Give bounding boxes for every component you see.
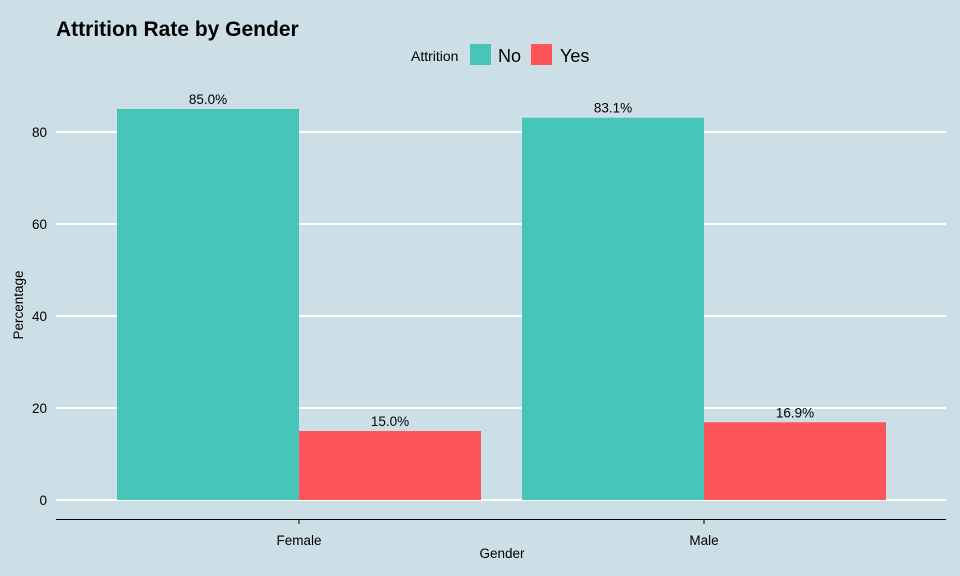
bars [117,109,886,501]
data-label-male-no: 83.1% [594,101,632,116]
y-tick-label-40: 40 [32,309,47,324]
x-tick-label-male: Male [689,533,718,548]
bar-female-yes [299,431,481,500]
x-axis-title: Gender [479,546,525,561]
y-tick-label-60: 60 [32,217,47,232]
y-axis-title: Percentage [11,270,26,339]
legend-label-yes: Yes [560,46,589,66]
data-label-female-yes: 15.0% [371,414,409,429]
legend-swatch-yes [531,44,552,65]
legend-label-no: No [498,46,521,66]
y-tick-label-0: 0 [39,493,47,508]
data-label-male-yes: 16.9% [776,405,814,420]
bar-male-no [522,117,704,501]
chart-title: Attrition Rate by Gender [56,18,299,41]
x-tick-label-female: Female [276,533,321,548]
data-labels: 85.0% 15.0% 83.1% 16.9% [189,92,814,429]
legend-title: Attrition [411,48,458,64]
bar-female-no [117,109,299,500]
bar-male-yes [704,422,886,500]
y-axis-tick-labels: 0 20 40 60 80 [32,125,47,508]
y-tick-label-20: 20 [32,401,47,416]
legend: Attrition No Yes [411,44,589,66]
x-axis-ticks: Female Male [276,519,719,548]
data-label-female-no: 85.0% [189,92,227,107]
y-tick-label-80: 80 [32,125,47,140]
legend-swatch-no [470,44,491,65]
